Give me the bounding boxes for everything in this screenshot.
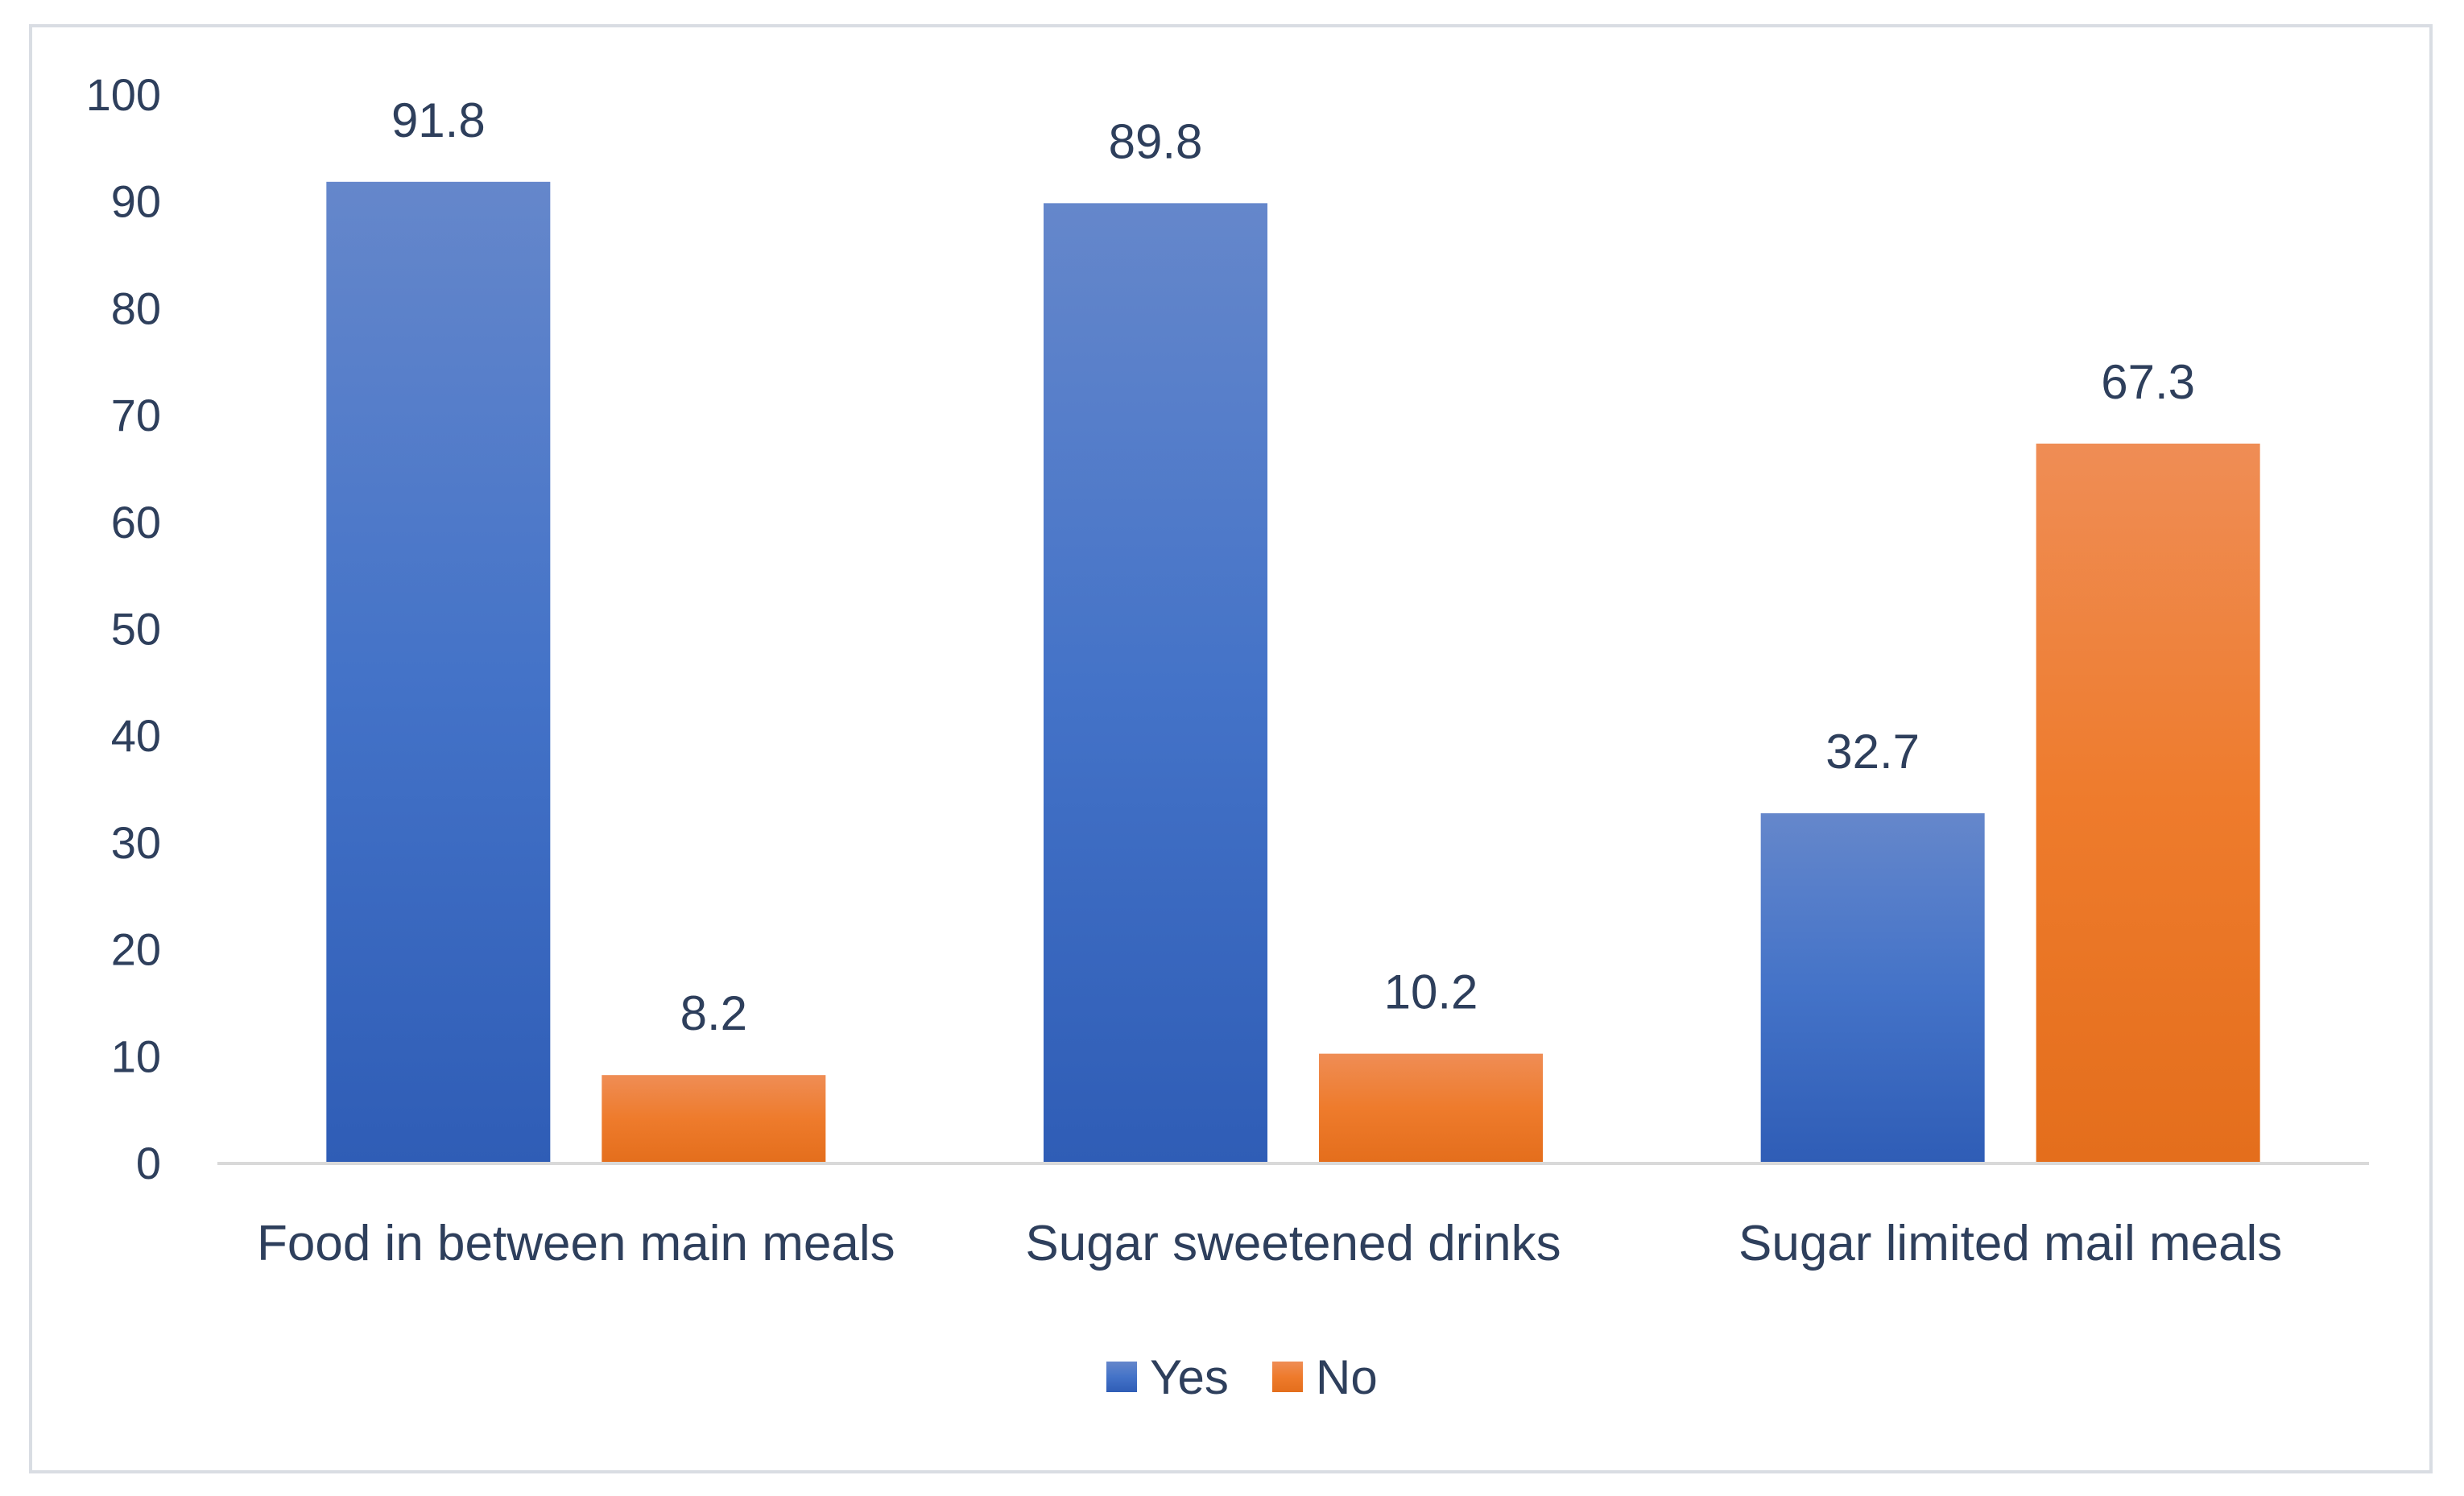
bar-no-1	[602, 1075, 826, 1163]
legend-swatch-no	[1272, 1362, 1303, 1392]
y-tick-label-70: 70	[111, 390, 161, 440]
data-label-no-3: 67.3	[2101, 355, 2195, 409]
x-category-label-3: Sugar limited mail meals	[1738, 1216, 2282, 1271]
data-label-yes-3: 32.7	[1825, 725, 1920, 779]
y-axis: 0 10 20 30 40 50 60 70 80 90 100	[86, 69, 161, 1188]
y-tick-label-20: 20	[111, 924, 161, 975]
bar-no-2	[1319, 1053, 1543, 1163]
data-label-no-2: 10.2	[1384, 965, 1478, 1019]
x-category-label-1: Food in between main meals	[257, 1216, 895, 1271]
y-tick-label-100: 100	[86, 69, 161, 120]
data-label-yes-1: 91.8	[391, 93, 486, 147]
y-tick-label-40: 40	[111, 710, 161, 761]
y-tick-label-60: 60	[111, 497, 161, 548]
bar-yes-1	[326, 181, 551, 1163]
x-category-label-2: Sugar sweetened drinks	[1025, 1216, 1561, 1271]
legend-label-no: No	[1316, 1350, 1378, 1404]
bar-yes-2	[1044, 203, 1267, 1163]
legend-label-yes: Yes	[1150, 1350, 1229, 1404]
data-label-no-1: 8.2	[680, 986, 747, 1040]
data-label-yes-2: 89.8	[1109, 114, 1203, 168]
y-tick-label-0: 0	[136, 1138, 161, 1188]
bars-group	[326, 181, 2260, 1163]
y-tick-label-30: 30	[111, 817, 161, 868]
y-tick-label-50: 50	[111, 604, 161, 655]
data-labels-group: 91.8 8.2 89.8 10.2 32.7 67.3	[391, 93, 2195, 1040]
y-tick-label-80: 80	[111, 283, 161, 333]
legend-swatch-yes	[1106, 1362, 1137, 1392]
legend: Yes No	[1106, 1350, 1378, 1404]
bar-yes-3	[1760, 813, 1985, 1163]
bar-no-3	[2036, 443, 2260, 1163]
x-axis: Food in between main meals Sugar sweetene…	[217, 1162, 2369, 1271]
y-tick-label-10: 10	[111, 1031, 161, 1081]
y-tick-label-90: 90	[111, 176, 161, 227]
